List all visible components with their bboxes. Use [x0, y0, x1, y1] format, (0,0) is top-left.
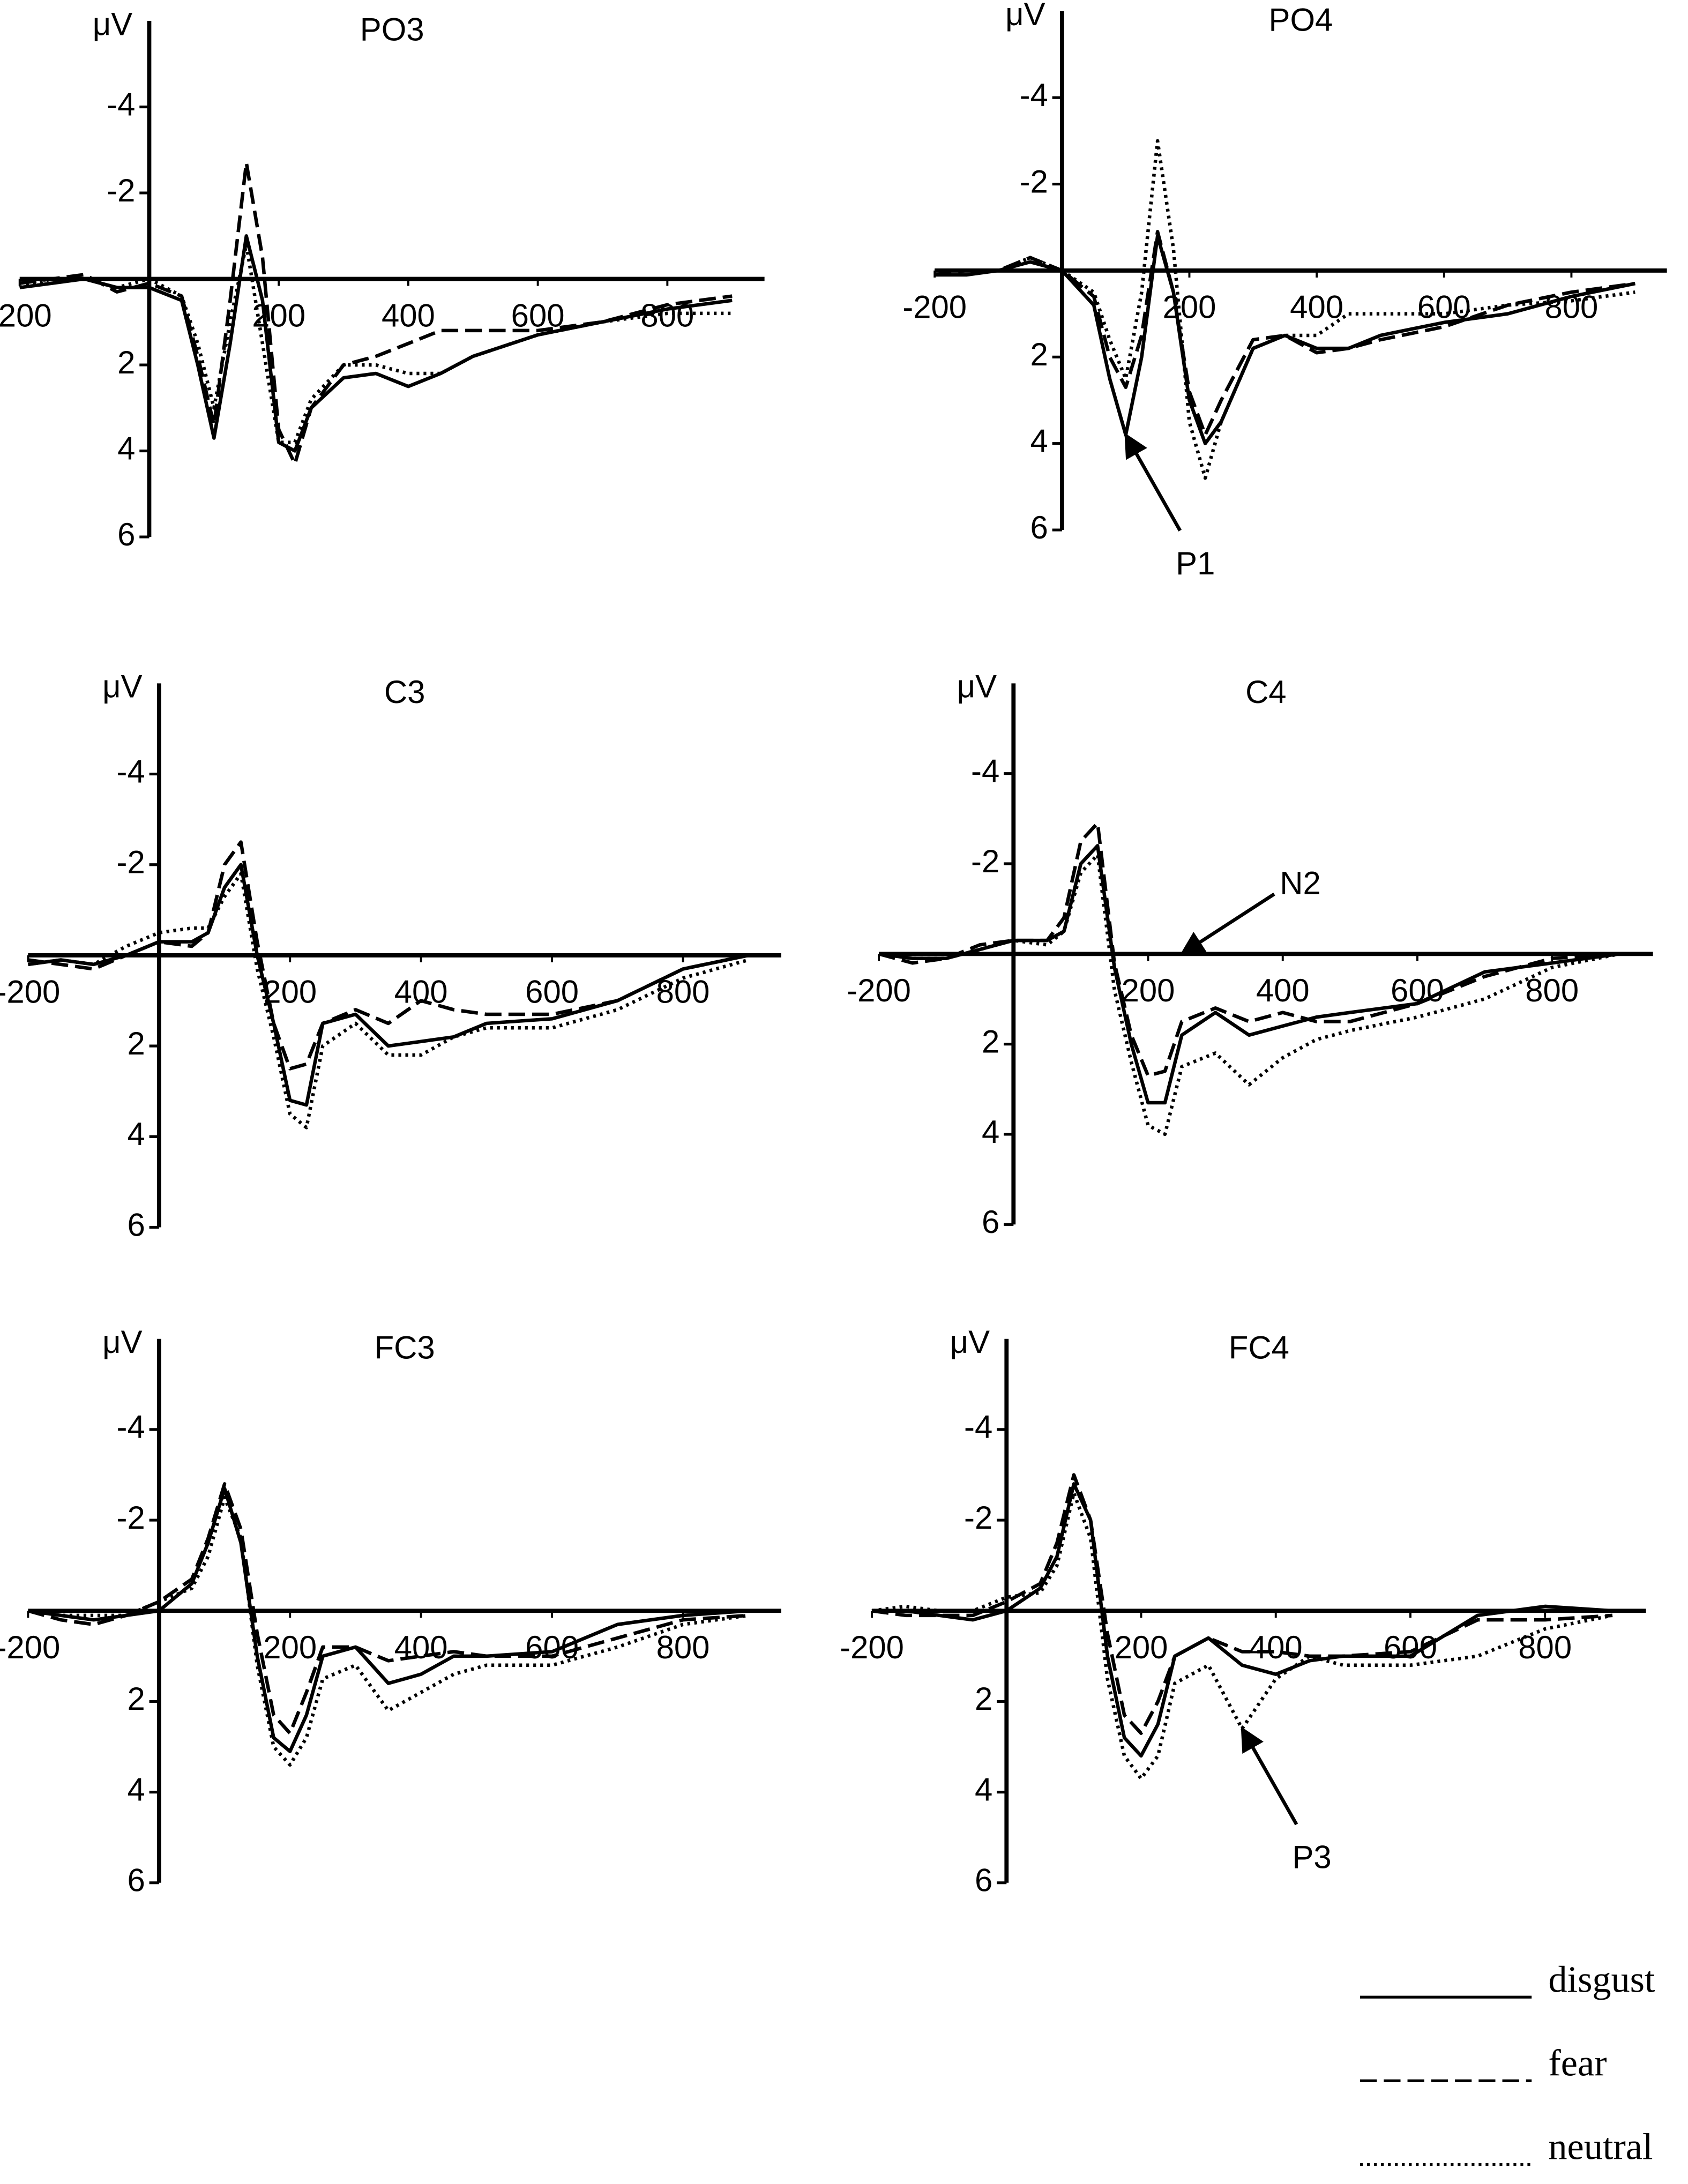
y-tick-label: 4: [117, 430, 135, 466]
erp-line: [935, 139, 1635, 480]
y-axis-label: μV: [93, 6, 132, 42]
y-axis-label: μV: [1005, 0, 1045, 32]
x-tick-label: 200: [263, 1629, 317, 1665]
y-tick-label: -2: [107, 173, 135, 208]
x-tick-label: 400: [1249, 1629, 1303, 1665]
chart-title: FC4: [1229, 1329, 1289, 1365]
annotation-arrow: [1124, 432, 1182, 532]
panel: FC4 μV -4 -2 2 4 6 -200 200 400 600 800 P3: [840, 1324, 1646, 1898]
x-tick-label: 400: [1290, 289, 1343, 325]
annotation-label: N2: [1280, 865, 1321, 901]
y-tick-label: -4: [964, 1409, 992, 1445]
annotation-label: P3: [1292, 1839, 1331, 1875]
x-tick-label: 800: [1525, 973, 1579, 1008]
chart-title: PO4: [1269, 2, 1333, 38]
x-tick-label: 800: [1518, 1629, 1572, 1665]
erp-line: [27, 840, 749, 1071]
y-axis-label: μV: [957, 669, 997, 705]
x-tick-label: 200: [1115, 1629, 1168, 1665]
erp-line: [27, 872, 749, 1130]
y-tick-label: -2: [1020, 163, 1048, 199]
y-tick-label: -2: [971, 843, 999, 879]
x-tick-label: -200: [847, 973, 911, 1008]
legend: disgust fear neutral: [1360, 1958, 1655, 2168]
x-tick-label: 600: [525, 1629, 579, 1665]
legend-label: fear: [1548, 2042, 1607, 2084]
annotation-arrow: [1241, 1726, 1298, 1826]
x-tick-label: 400: [382, 297, 435, 333]
erp-line: [934, 230, 1635, 437]
x-tick-label: 600: [525, 974, 579, 1010]
legend-label: neutral: [1548, 2126, 1653, 2168]
erp-line: [27, 863, 749, 1107]
x-tick-label: 200: [263, 974, 317, 1010]
x-tick-label: -200: [0, 974, 60, 1010]
y-tick-label: 4: [982, 1114, 999, 1150]
y-axis-label: μV: [950, 1324, 990, 1360]
y-tick-label: 2: [127, 1681, 145, 1717]
y-tick-label: 4: [975, 1771, 992, 1807]
erp-line: [871, 1491, 1613, 1781]
x-tick-label: 200: [1163, 289, 1216, 325]
y-tick-label: 2: [127, 1026, 145, 1061]
y-tick-label: 6: [127, 1863, 145, 1898]
x-tick-label: 400: [1256, 973, 1310, 1008]
chart-title: PO3: [360, 12, 424, 48]
chart-title: C4: [1245, 674, 1287, 710]
erp-line: [878, 844, 1620, 1105]
x-tick-label: -200: [0, 297, 52, 333]
y-tick-label: 6: [982, 1204, 999, 1240]
legend-label: disgust: [1548, 1958, 1655, 2000]
erp-line: [19, 234, 733, 453]
y-axis-label: μV: [102, 669, 142, 705]
x-tick-label: -200: [0, 1629, 60, 1665]
y-tick-label: -2: [117, 844, 145, 880]
x-tick-label: -200: [902, 289, 967, 325]
x-tick-label: 600: [511, 297, 565, 333]
y-tick-label: 6: [975, 1863, 992, 1898]
y-tick-label: 6: [117, 517, 135, 552]
y-tick-label: -2: [964, 1500, 992, 1536]
y-tick-label: 4: [127, 1116, 145, 1152]
erp-line: [27, 1495, 749, 1767]
erp-line: [19, 243, 733, 444]
y-tick-label: 2: [1030, 336, 1048, 372]
y-tick-label: 4: [127, 1771, 145, 1807]
x-tick-label: 800: [656, 1629, 710, 1665]
y-tick-label: 2: [117, 345, 135, 380]
x-tick-label: 600: [1384, 1629, 1437, 1665]
y-tick-label: 6: [1030, 510, 1048, 545]
y-tick-label: -2: [117, 1500, 145, 1536]
chart-title: FC3: [375, 1329, 435, 1365]
x-tick-label: 200: [1122, 973, 1175, 1008]
y-tick-label: 2: [982, 1023, 999, 1059]
x-tick-label: 800: [656, 974, 710, 1010]
y-tick-label: -4: [117, 1409, 145, 1445]
y-tick-label: -4: [971, 753, 999, 789]
x-tick-label: -200: [840, 1629, 904, 1665]
y-axis-label: μV: [102, 1324, 142, 1360]
y-tick-label: -4: [1020, 77, 1048, 113]
chart-title: C3: [384, 674, 425, 710]
y-tick-label: 4: [1030, 423, 1048, 459]
annotation-arrow: [1179, 892, 1275, 956]
y-tick-label: 6: [127, 1207, 145, 1243]
erp-line: [27, 1482, 749, 1736]
erp-line: [878, 853, 1620, 1136]
y-tick-label: -4: [117, 753, 145, 789]
y-tick-label: 2: [975, 1681, 992, 1717]
erp-line: [19, 161, 733, 466]
y-tick-label: -4: [107, 86, 135, 122]
erp-line: [871, 1473, 1613, 1736]
annotation-label: P1: [1176, 545, 1215, 581]
